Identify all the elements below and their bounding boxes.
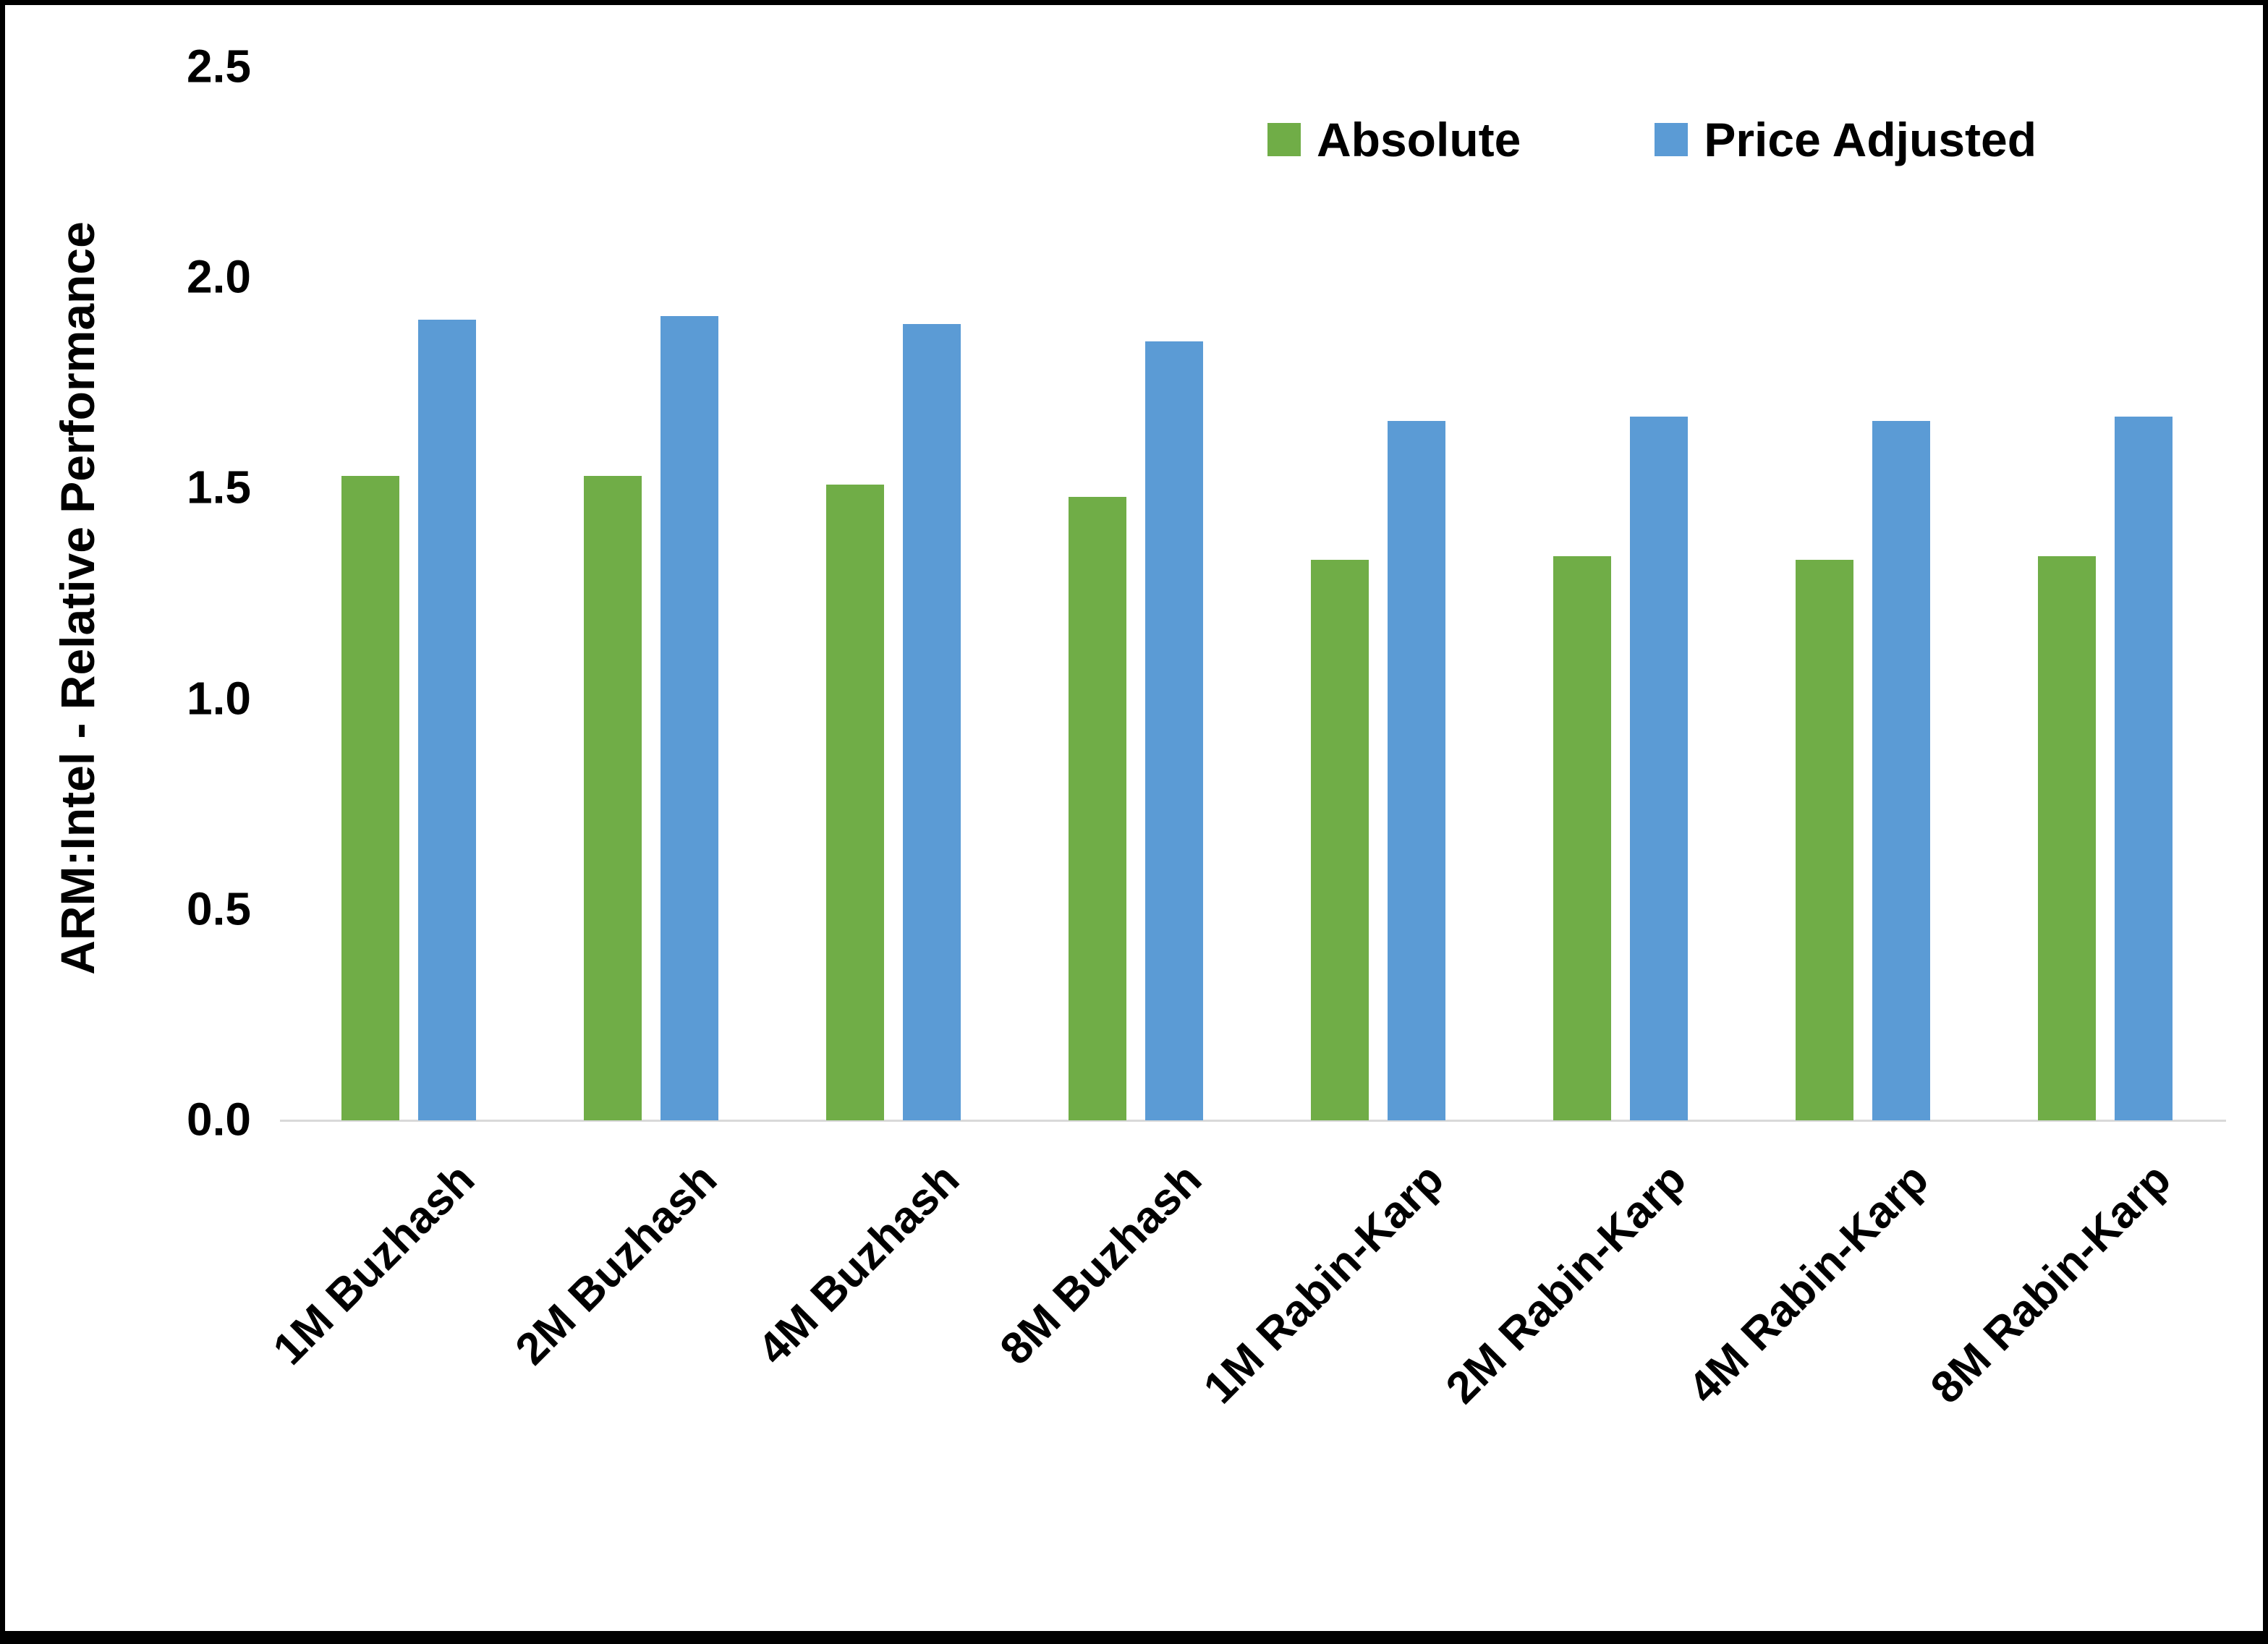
bar-price-adjusted-2m-buzhash	[660, 315, 718, 1120]
x-category-label: 4M Rabin-Karp	[1678, 1154, 1938, 1413]
bar-price-adjusted-8m-buzhash	[1144, 341, 1203, 1120]
y-tick-label: 2.0	[187, 250, 251, 303]
bar-absolute-2m-buzhash	[583, 475, 642, 1120]
bar-absolute-1m-buzhash	[341, 475, 399, 1120]
plot-area	[280, 67, 2226, 1122]
x-category-label: 4M Buzhash	[748, 1154, 969, 1375]
bar-price-adjusted-4m-buzhash	[902, 324, 961, 1120]
bar-absolute-8m-buzhash	[1068, 497, 1126, 1120]
y-tick-label: 0.0	[187, 1093, 251, 1146]
x-category-label: 2M Buzhash	[506, 1154, 726, 1375]
legend-label: Price Adjusted	[1704, 113, 2037, 166]
legend: Absolute Price Adjusted	[1267, 112, 2036, 167]
bar-price-adjusted-4m-rabin-karp	[1872, 421, 1930, 1120]
y-axis-title: ARM:Intel - Relative Performance	[51, 221, 104, 975]
x-axis-line	[280, 1120, 2226, 1122]
x-category-label: 8M Rabin-Karp	[1921, 1154, 2180, 1413]
bar-absolute-4m-rabin-karp	[1795, 560, 1853, 1120]
bar-absolute-4m-buzhash	[825, 484, 884, 1120]
bar-price-adjusted-2m-rabin-karp	[1629, 417, 1688, 1120]
bar-price-adjusted-1m-rabin-karp	[1387, 421, 1445, 1120]
bar-price-adjusted-1m-buzhash	[417, 320, 476, 1120]
bar-price-adjusted-8m-rabin-karp	[2114, 417, 2173, 1120]
y-tick-label: 0.5	[187, 882, 251, 935]
legend-item-absolute: Absolute	[1267, 112, 1521, 167]
x-category-label: 1M Buzhash	[263, 1154, 484, 1375]
legend-item-price-adjusted: Price Adjusted	[1655, 112, 2036, 167]
x-category-label: 8M Buzhash	[990, 1154, 1211, 1375]
y-tick-label: 1.0	[187, 672, 251, 725]
y-tick-label: 2.5	[187, 40, 251, 93]
legend-label: Absolute	[1317, 113, 1521, 166]
bar-absolute-8m-rabin-karp	[2037, 555, 2096, 1120]
bar-absolute-1m-rabin-karp	[1310, 560, 1369, 1120]
legend-swatch-icon	[1655, 123, 1689, 156]
x-category-label: 1M Rabin-Karp	[1194, 1154, 1453, 1413]
legend-swatch-icon	[1267, 123, 1301, 156]
bar-absolute-2m-rabin-karp	[1553, 555, 1611, 1120]
x-category-label: 2M Rabin-Karp	[1436, 1154, 1696, 1413]
y-tick-label: 1.5	[187, 461, 251, 514]
